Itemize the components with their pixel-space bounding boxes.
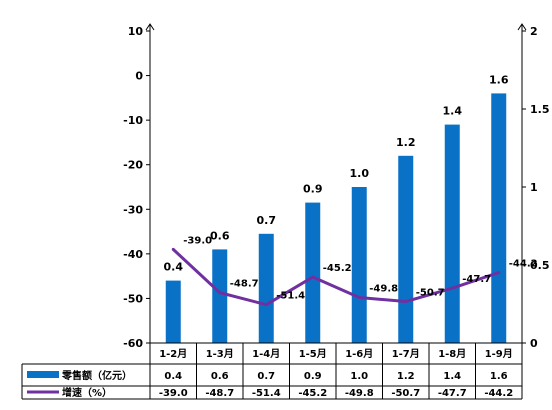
bar-data-label: 1.4 [443, 105, 463, 118]
legend-bar-label: 零售额（亿元） [61, 369, 132, 382]
left-axis-arrow [145, 23, 155, 31]
table-cell-growth: -48.7 [205, 388, 234, 399]
table-cell-sales: 0.7 [257, 371, 275, 382]
bar-data-label: 1.0 [350, 167, 370, 180]
bar [491, 93, 507, 344]
right-axis-tick-label: 1 [530, 181, 538, 194]
line-data-label: -48.7 [230, 279, 259, 290]
line-data-label: -44.2 [509, 259, 538, 270]
table-cell-sales: 1.6 [490, 371, 508, 382]
bar-data-label: 0.9 [303, 183, 323, 196]
bar [258, 233, 274, 343]
labels-layer: 0.4 0.6 0.7 0.9 1.0 1.2 1.4 1.6 -39.0 -48.7 -51.4 -… [164, 73, 538, 301]
line-data-label: -39.0 [183, 235, 212, 246]
axes-layer: 10 0 -10 -20 -30 -40 -50 -60 2 1.5 1 0.5 0 [123, 23, 550, 350]
right-axis-tick-label: 0.5 [530, 259, 550, 272]
table-cell-growth: -45.2 [298, 388, 327, 399]
legend-line-label: 增速（%） [62, 386, 112, 399]
right-axis-tick-label: 1.5 [530, 103, 550, 116]
category-label: 1-5月 [299, 348, 327, 360]
category-label: 1-7月 [392, 348, 420, 360]
bar [305, 202, 321, 343]
table-cell-sales: 0.6 [211, 371, 229, 382]
bar [212, 249, 228, 343]
table-cell-sales: 1.2 [397, 371, 415, 382]
left-axis-tick-label: -40 [123, 248, 143, 261]
growth-point [450, 286, 454, 290]
left-axis-tick-label: -30 [123, 203, 143, 216]
table-cell-growth: -49.8 [345, 388, 374, 399]
left-axis-tick-label: 0 [135, 70, 143, 83]
table-cell-growth: -51.4 [252, 388, 281, 399]
category-label: 1-8月 [438, 348, 466, 360]
left-axis-tick-label: -10 [123, 114, 143, 127]
bar [351, 187, 367, 343]
bar [398, 155, 414, 343]
bar-data-label: 0.4 [164, 261, 184, 274]
legend-bar-swatch [27, 371, 59, 378]
left-axis-tick-label: -20 [123, 159, 143, 172]
table-cell-growth: -47.7 [438, 388, 467, 399]
table-cell-sales: 1.4 [443, 371, 461, 382]
category-label: 1-6月 [345, 348, 373, 360]
line-data-label: -47.7 [462, 274, 491, 285]
left-axis-tick-label: -50 [123, 292, 143, 305]
category-label: 1-2月 [159, 348, 187, 360]
table-cell-sales: 1.0 [350, 371, 368, 382]
bar-data-label: 0.7 [257, 214, 277, 227]
growth-point [264, 303, 268, 307]
table-cell-sales: 0.4 [164, 371, 182, 382]
line-data-label: -50.7 [416, 288, 445, 299]
growth-point [497, 271, 501, 275]
growth-point [171, 247, 175, 251]
left-axis-tick-label: 10 [128, 25, 144, 38]
bar-data-label: 1.6 [489, 73, 509, 86]
bar [444, 124, 460, 343]
growth-point [357, 296, 361, 300]
bars-layer [165, 93, 507, 344]
growth-point [311, 275, 315, 279]
growth-point [218, 291, 222, 295]
left-axis-tick-label: -60 [123, 337, 143, 350]
line-data-label: -51.4 [276, 291, 305, 302]
bar-data-label: 1.2 [396, 136, 416, 149]
growth-point [404, 300, 408, 304]
bar-data-label: 0.6 [210, 229, 230, 242]
right-axis-tick-label: 0 [530, 337, 538, 350]
table-cell-growth: -50.7 [391, 388, 420, 399]
line-data-label: -49.8 [369, 284, 398, 295]
category-label: 1-3月 [206, 348, 234, 360]
category-label: 1-4月 [252, 348, 280, 360]
right-axis-arrow [517, 23, 527, 31]
bar [165, 280, 181, 343]
line-layer [171, 247, 501, 307]
table-cell-sales: 0.9 [304, 371, 322, 382]
table-cell-growth: -44.2 [484, 388, 513, 399]
line-data-label: -45.2 [323, 263, 352, 274]
table-cell-growth: -39.0 [159, 388, 188, 399]
growth-line [172, 248, 500, 307]
right-axis-tick-label: 2 [530, 25, 538, 38]
category-label: 1-9月 [485, 348, 513, 360]
